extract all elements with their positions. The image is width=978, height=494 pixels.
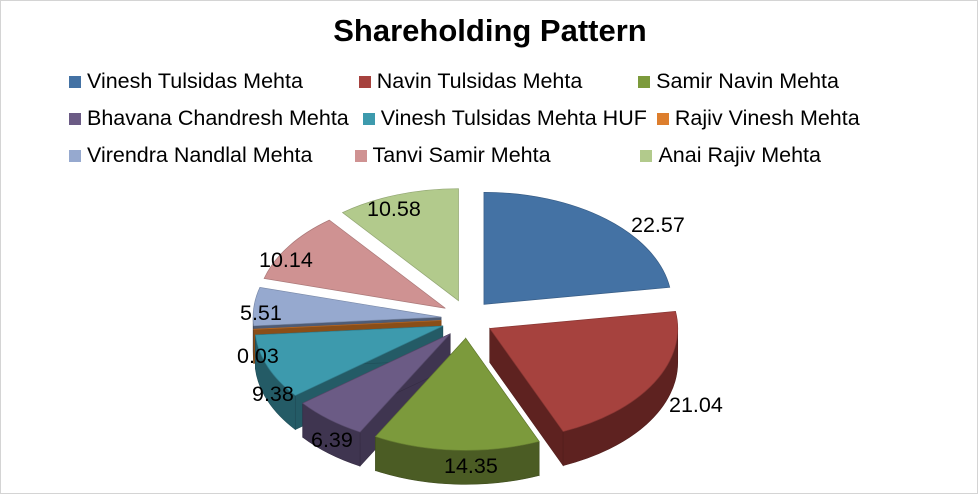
legend-item-tanvi-samir-mehta[interactable]: Tanvi Samir Mehta [354,142,551,167]
legend-item-label: Tanvi Samir Mehta [372,142,551,167]
legend-item-label: Samir Navin Mehta [656,68,839,93]
pie-slice-6[interactable] [253,320,442,330]
legend-row: Vinesh Tulsidas Mehta Navin Tulsidas Meh… [1,63,977,100]
chart-legend: Vinesh Tulsidas Mehta Navin Tulsidas Meh… [1,63,977,174]
legend-swatch-icon [69,149,81,162]
legend-swatch-icon [362,112,375,125]
legend-swatch-icon [656,112,669,125]
pie-value-label-7: 5.51 [240,301,282,325]
legend-row: Virendra Nandlal Mehta Tanvi Samir Mehta… [1,137,977,174]
pie-value-label-6: 0.03 [237,344,279,368]
pie-value-label-8: 10.14 [259,248,313,272]
pie-value-label-1: 22.57 [631,213,685,237]
pie-slice-1[interactable] [483,191,671,305]
pie-value-label-3: 14.35 [444,454,498,478]
legend-item-label: Navin Tulsidas Mehta [376,68,583,93]
legend-item-label: Virendra Nandlal Mehta [87,142,313,167]
legend-swatch-icon [69,112,81,125]
legend-item-label: Rajiv Vinesh Mehta [674,105,860,130]
legend-item-samir-navin-mehta[interactable]: Samir Navin Mehta [638,68,839,93]
pie-slice-tops [252,188,678,451]
legend-item-label: Bhavana Chandresh Mehta [87,105,349,130]
legend-swatch-icon [638,75,651,88]
legend-item-rajiv-vinesh-mehta[interactable]: Rajiv Vinesh Mehta [656,105,860,130]
pie-value-label-5: 9.38 [252,382,294,406]
pie-value-label-9: 10.58 [367,197,421,221]
legend-swatch-icon [358,75,371,88]
pie-slice-2[interactable] [489,311,678,432]
pie-chart-svg [252,188,679,485]
legend-item-bhavana-chandresh-mehta[interactable]: Bhavana Chandresh Mehta [69,105,349,130]
pie-slice-5[interactable] [254,325,443,396]
legend-item-label: Anai Rajiv Mehta [658,142,821,167]
chart-title: Shareholding Pattern [333,13,647,48]
legend-item-navin-tulsidas-mehta[interactable]: Navin Tulsidas Mehta [358,68,583,93]
legend-item-label: Vinesh Tulsidas Mehta HUF [380,105,647,130]
legend-item-anai-rajiv-mehta[interactable]: Anai Rajiv Mehta [640,142,821,167]
legend-item-vinesh-tulsidas-mehta[interactable]: Vinesh Tulsidas Mehta [69,68,303,93]
legend-swatch-icon [354,149,367,162]
legend-item-label: Vinesh Tulsidas Mehta [87,68,303,93]
legend-swatch-icon [640,149,653,162]
legend-item-vinesh-tulsidas-mehta-huf[interactable]: Vinesh Tulsidas Mehta HUF [362,105,647,130]
pie-slice-7[interactable] [252,287,442,327]
pie-slice-8[interactable] [263,219,446,309]
legend-item-virendra-nandlal-mehta[interactable]: Virendra Nandlal Mehta [69,142,313,167]
legend-swatch-icon [69,75,81,88]
pie-slice-3[interactable] [374,337,540,451]
pie-value-label-2: 21.04 [669,393,723,417]
pie-value-label-4: 6.39 [311,428,353,452]
legend-row: Bhavana Chandresh Mehta Vinesh Tulsidas … [1,100,977,137]
pie-slice-9[interactable] [341,188,459,302]
pie-slice-4[interactable] [302,333,451,433]
pie-chart-plot: 22.57 21.04 14.35 6.39 9.38 0.03 5.51 10.14 10.5… [1,177,977,493]
